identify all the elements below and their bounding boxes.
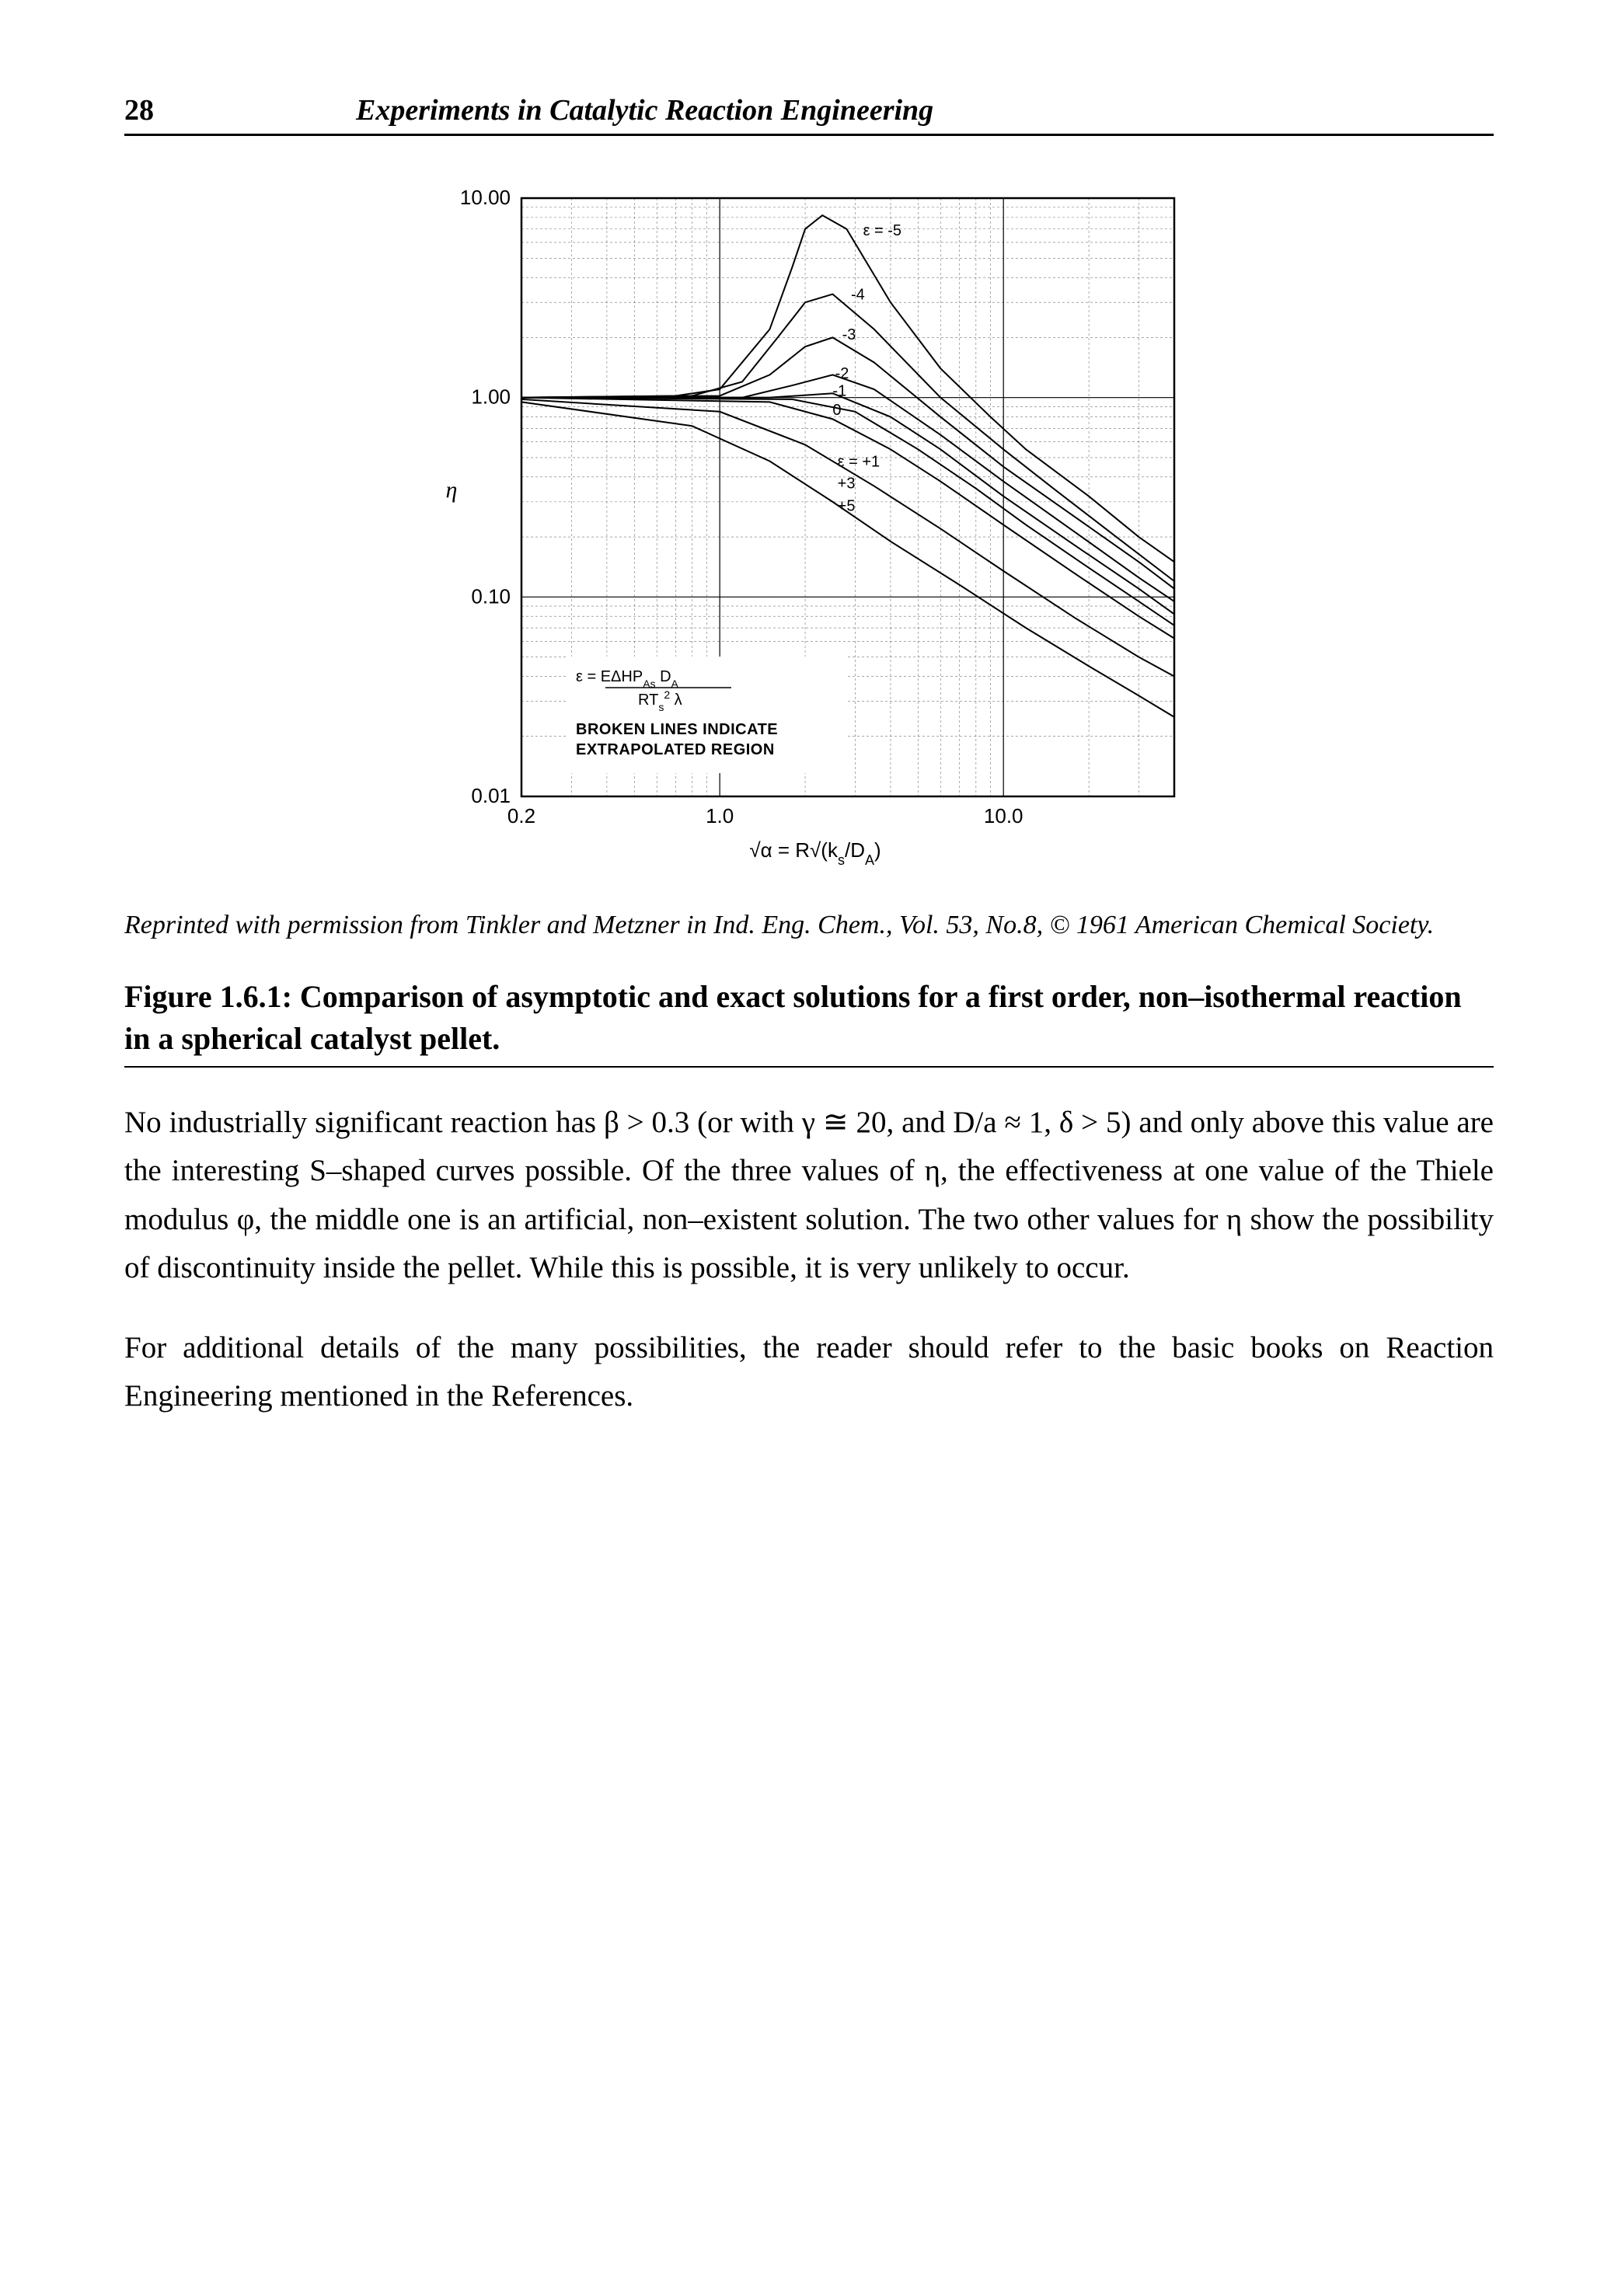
body-paragraph-2: For additional details of the many possi…: [124, 1324, 1494, 1421]
svg-text:1.0: 1.0: [706, 804, 734, 827]
figure-caption: Figure 1.6.1: Comparison of asymptotic a…: [124, 976, 1494, 1068]
svg-text:-2: -2: [835, 365, 849, 382]
svg-text:+3: +3: [838, 476, 856, 493]
svg-text:10.00: 10.00: [460, 186, 511, 209]
svg-text:0.10: 0.10: [471, 584, 511, 608]
effectiveness-chart: ε = -5 -4 -3 -2-1 0 ε = +1 +3 +5 0.01 0.10 1.00 10.…: [420, 183, 1198, 882]
svg-text:ε = +1: ε = +1: [838, 454, 880, 471]
svg-text:-4: -4: [851, 287, 865, 304]
svg-text:-1: -1: [832, 382, 846, 399]
svg-text:1.00: 1.00: [471, 385, 511, 409]
svg-text:EXTRAPOLATED REGION: EXTRAPOLATED REGION: [576, 741, 775, 758]
svg-text:0: 0: [832, 402, 841, 419]
figure-container: ε = -5 -4 -3 -2-1 0 ε = +1 +3 +5 0.01 0.10 1.00 10.…: [304, 183, 1314, 882]
svg-text:0.01: 0.01: [471, 784, 511, 807]
svg-text:ε = -5: ε = -5: [863, 222, 902, 239]
svg-text:+5: +5: [838, 498, 856, 515]
svg-text:0.2: 0.2: [507, 804, 535, 827]
body-paragraph-1: No industrially significant reaction has…: [124, 1099, 1494, 1293]
page-header: 28 Experiments in Catalytic Reaction Eng…: [124, 93, 1494, 136]
figure-attribution: Reprinted with permission from Tinkler a…: [124, 905, 1494, 945]
running-title: Experiments in Catalytic Reaction Engine…: [356, 93, 933, 127]
svg-text:η: η: [446, 477, 458, 503]
svg-text:-3: -3: [842, 326, 856, 343]
page-number: 28: [124, 93, 154, 127]
svg-text:10.0: 10.0: [984, 804, 1023, 827]
svg-text:√α = R√(ks/DA): √α = R√(ks/DA): [749, 838, 880, 868]
svg-text:BROKEN LINES INDICATE: BROKEN LINES INDICATE: [576, 721, 778, 738]
